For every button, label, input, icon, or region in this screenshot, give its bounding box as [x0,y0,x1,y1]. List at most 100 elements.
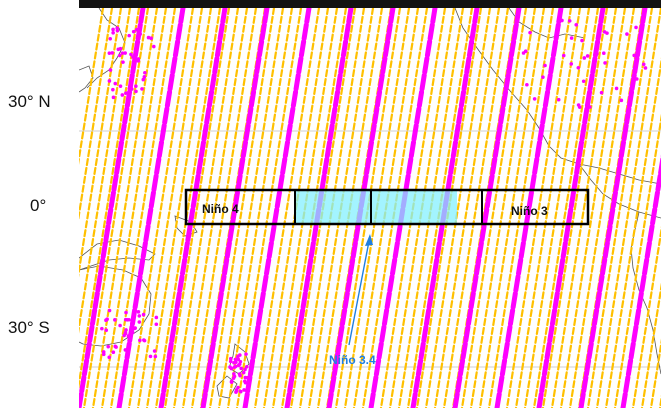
swath-track-secondary [532,8,600,408]
swath-track-secondary [181,8,249,408]
land-observation-point [115,26,120,30]
land-observation-point [634,25,638,30]
land-observation-point [130,322,134,327]
land-observation-point [582,56,587,60]
land-observation-point [567,19,572,23]
swath-track-secondary [487,8,555,408]
land-observation-point [580,38,584,43]
land-observation-point [237,372,242,376]
land-observation-point [124,310,128,315]
swath-track-primary [536,8,606,408]
lat-label-30s: 30° S [8,318,50,337]
land-observation-point [138,338,142,343]
land-observation-point [111,27,115,32]
land-observation-point [238,353,242,357]
land-observation-point [118,84,123,88]
land-observation-point [141,77,146,82]
land-observation-point [632,53,636,58]
land-observation-point [244,352,248,356]
land-observation-point [120,93,125,97]
land-observation-point [243,375,248,380]
land-observation-point [111,350,116,355]
land-observation-point [603,61,607,65]
land-observation-point [605,31,609,35]
land-observation-point [106,344,111,349]
swath-track-secondary [514,8,582,408]
land-observation-point [569,62,574,66]
land-observation-point [113,318,117,322]
land-observation-point [154,322,159,327]
swath-track-secondary [613,113,661,408]
land-observation-point [107,79,112,83]
swath-track-primary [452,8,522,408]
swath-track-primary [620,154,661,408]
land-observation-point [236,363,241,368]
land-observation-point [541,75,545,79]
land-observation-point [153,354,158,359]
land-observation-point [125,318,130,322]
swath-track-primary [494,8,564,408]
land-observation-point [228,356,233,361]
swath-track-secondary [424,8,492,408]
swath-track-secondary [190,8,258,408]
swath-track-primary [578,8,648,408]
land-observation-point [236,385,240,390]
land-observation-point [233,357,238,362]
swath-track-secondary [136,8,204,408]
land-observation-point [614,86,619,91]
swath-track-secondary [559,8,627,408]
nino-regions: Niño 4 Niño 3 [184,188,590,226]
swath-track-secondary [79,8,105,165]
land-observation-point [126,334,131,338]
land-observation-point [121,60,125,64]
swath-track-primary [116,8,186,408]
land-observation-point [148,354,153,359]
land-observation-point [131,29,136,34]
nino-region-box [184,188,590,226]
land-observation-point [136,59,141,63]
swath-track-secondary [235,8,303,408]
land-observation-point [136,310,141,314]
land-observation-point [238,359,243,364]
land-observation-point [142,75,147,79]
land-observation-point [232,360,236,365]
swath-track-secondary [79,8,141,390]
land-observation-point [105,317,109,321]
land-observation-point [133,326,137,330]
nino34-label: Niño 3.4 [329,353,376,367]
swath-track-secondary [91,8,159,408]
swath-track-secondary [640,282,661,408]
land-observation-point [122,333,126,338]
land-observation-point [625,32,629,36]
swath-track-secondary [442,8,510,408]
swath-track-secondary [433,8,501,408]
nino34-arrow [348,235,371,346]
land-observation-point [243,380,248,385]
land-observation-point [111,95,116,100]
land-observation-point [243,367,247,372]
swath-track-secondary [163,8,231,408]
land-observation-point [134,27,139,32]
swath-track-secondary [82,8,150,408]
land-observation-point [242,388,246,392]
swath-track-secondary [226,8,294,408]
land-observation-point [643,66,648,70]
nino3-label: Niño 3 [511,204,548,218]
land-observation-point [154,315,159,320]
swath-track-secondary [208,8,276,408]
land-observation-point [595,51,599,56]
land-observation-point [137,314,142,318]
land-observation-point [561,53,566,58]
land-observation-point [152,44,156,49]
swath-track-secondary [595,8,661,408]
swath-track-primary [79,8,146,408]
land-observation-point [123,51,127,55]
land-observation-point [556,97,561,102]
land-observation-point [100,326,104,331]
map-canvas: Niño 4 Niño 3 Niño 3.4 [79,8,661,408]
land-observation-point [521,51,526,55]
lat-label-30n: 30° N [8,92,51,111]
swath-track-secondary [469,8,537,408]
arrowhead-icon [365,234,373,246]
